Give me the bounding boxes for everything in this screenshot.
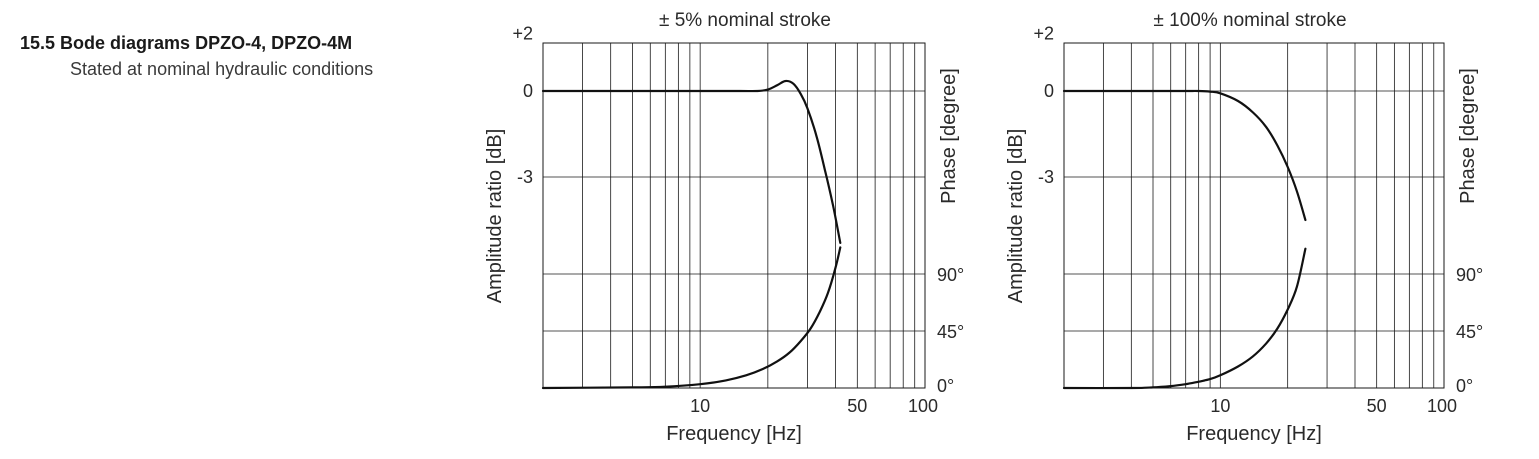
amplitude-curve: [1062, 89, 1307, 222]
y-tick-label-right: 45°: [1456, 322, 1483, 342]
x-tick-label: 50: [1367, 396, 1387, 416]
section-subtitle: Stated at nominal hydraulic conditions: [70, 59, 374, 79]
y-tick-label-left: +2: [512, 24, 533, 44]
x-tick-label: 100: [1427, 396, 1457, 416]
y-tick-label-left: 0: [523, 81, 533, 101]
y-tick-label-right: 0°: [1456, 376, 1473, 396]
phase-curve: [1062, 247, 1307, 390]
y-tick-label-left: -3: [517, 167, 533, 187]
section-title: 15.5 Bode diagrams DPZO-4, DPZO-4M: [20, 33, 353, 53]
y-tick-label-left: +2: [1033, 24, 1054, 44]
y-tick-label-left: 0: [1044, 81, 1054, 101]
y-axis-label-right: Phase [degree]: [1457, 68, 1479, 204]
plot-frame: [1063, 42, 1445, 389]
chart-title: ± 5% nominal stroke: [659, 10, 831, 31]
y-axis-label-left: Amplitude ratio [dB]: [1005, 129, 1027, 304]
amplitude-curve: [541, 79, 842, 244]
x-axis-label: Frequency [Hz]: [666, 423, 802, 445]
y-axis-label-left: Amplitude ratio [dB]: [484, 129, 506, 304]
y-tick-label-left: -3: [1038, 167, 1054, 187]
x-tick-label: 10: [690, 396, 710, 416]
y-axis-label-right: Phase [degree]: [938, 68, 960, 204]
phase-curve: [541, 246, 842, 390]
x-tick-label: 10: [1210, 396, 1230, 416]
x-tick-label: 100: [908, 396, 938, 416]
chart-title: ± 100% nominal stroke: [1153, 10, 1346, 31]
y-tick-label-right: 0°: [937, 376, 954, 396]
x-axis-label: Frequency [Hz]: [1186, 423, 1322, 445]
plot-frame: [542, 42, 926, 389]
x-tick-label: 50: [847, 396, 867, 416]
y-tick-label-right: 90°: [937, 265, 964, 285]
y-tick-label-right: 45°: [937, 322, 964, 342]
y-tick-label-right: 90°: [1456, 265, 1483, 285]
